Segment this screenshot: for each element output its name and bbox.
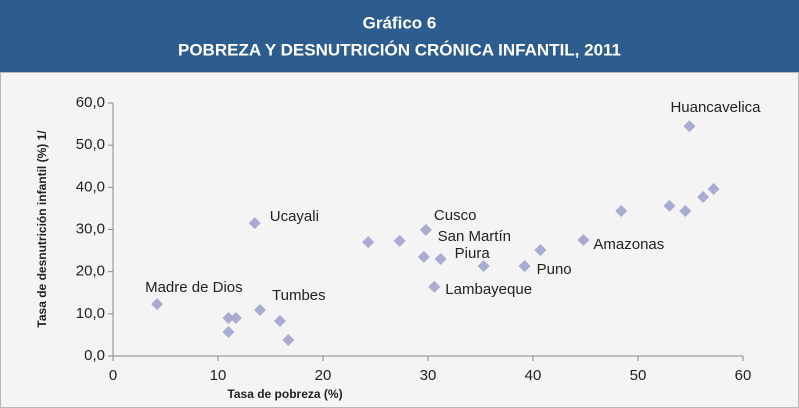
- point-label: Amazonas: [593, 236, 664, 253]
- header-band: [0, 0, 799, 72]
- point: [679, 204, 692, 217]
- point: [222, 312, 235, 325]
- point: [248, 217, 261, 230]
- point-label: Madre de Dios: [145, 279, 243, 296]
- point: [419, 223, 432, 236]
- y-tick-label: 20,0: [76, 263, 105, 280]
- point: [663, 199, 676, 212]
- point: [254, 304, 266, 317]
- x-tick-label: 30: [420, 367, 437, 384]
- point-label: Puno: [537, 261, 572, 278]
- point: [477, 260, 490, 273]
- point: [222, 325, 235, 338]
- x-tick-label: 50: [630, 367, 647, 384]
- x-tick-label: 20: [315, 367, 332, 384]
- header-label: Gráfico 6: [363, 13, 437, 32]
- y-tick-label: 30,0: [76, 220, 105, 237]
- point: [707, 183, 720, 196]
- point: [428, 280, 441, 293]
- point: [362, 236, 375, 249]
- point: [434, 253, 447, 266]
- x-tick-label: 60: [735, 367, 752, 384]
- y-tick-label: 50,0: [76, 136, 105, 153]
- point: [417, 250, 430, 263]
- point: [273, 315, 286, 328]
- point-label: San Martín: [438, 228, 511, 245]
- chart-title: POBREZA Y DESNUTRICIÓN CRÓNICA INFANTIL,…: [178, 40, 621, 59]
- point: [151, 298, 164, 311]
- y-tick-label: 60,0: [76, 94, 105, 111]
- point: [518, 260, 531, 273]
- point: [615, 204, 628, 217]
- y-tick-label: 10,0: [76, 305, 105, 322]
- x-axis-title: Tasa de pobreza (%): [227, 387, 342, 401]
- point: [683, 120, 696, 133]
- point: [577, 234, 590, 247]
- y-tick-label: 0,0: [84, 347, 105, 364]
- point: [393, 234, 406, 247]
- x-tick-label: 40: [525, 367, 542, 384]
- point: [229, 312, 242, 325]
- point-label: Ucayali: [270, 208, 319, 225]
- point: [697, 191, 710, 204]
- point-label: Piura: [455, 245, 491, 262]
- point: [282, 333, 295, 346]
- point-label: Lambayeque: [445, 281, 532, 298]
- point-label: Tumbes: [272, 287, 326, 304]
- x-tick-label: 0: [109, 367, 117, 384]
- x-tick-label: 10: [210, 367, 227, 384]
- point: [534, 244, 547, 257]
- y-tick-label: 40,0: [76, 178, 105, 195]
- point-label: Huancavelica: [670, 99, 761, 116]
- y-axis-title: Tasa de desnutrición infantil (%) 1/: [35, 130, 49, 328]
- point-label: Cusco: [434, 207, 477, 224]
